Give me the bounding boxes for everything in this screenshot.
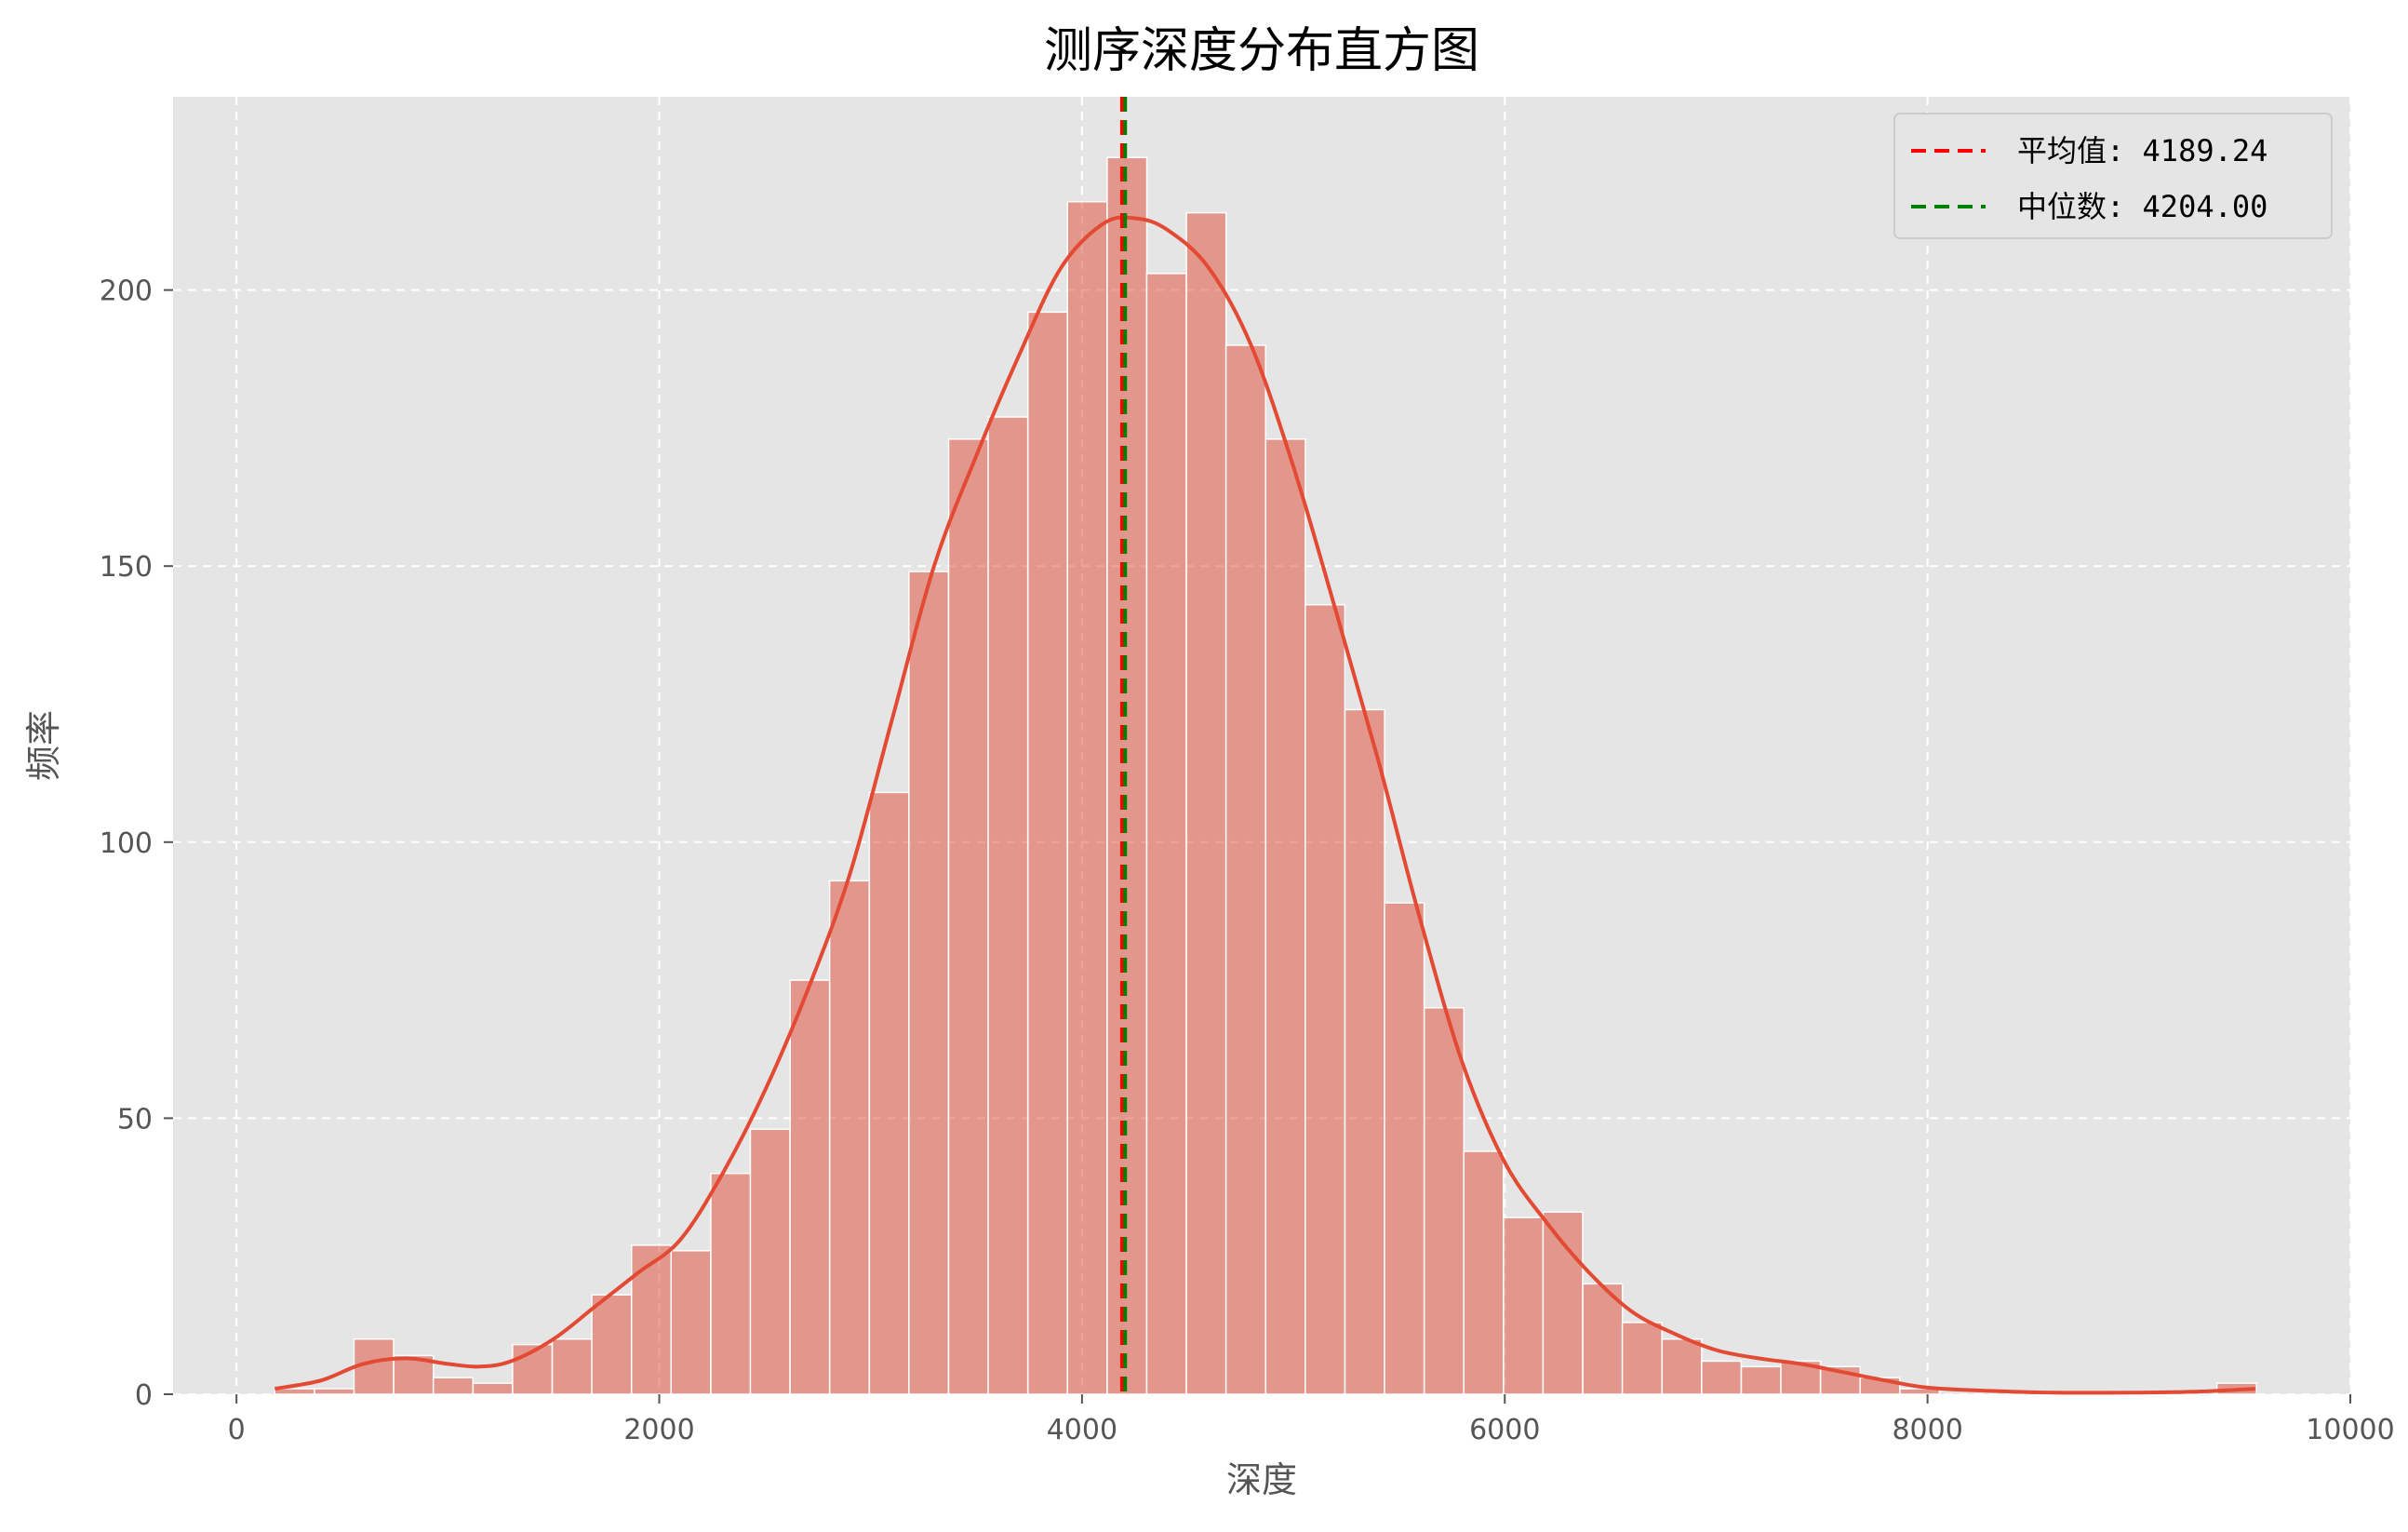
histogram-bar-25 — [1264, 438, 1306, 1395]
histogram-bar-32 — [1542, 1211, 1584, 1395]
histogram-bar-24 — [1224, 344, 1266, 1395]
histogram-bar-37 — [1740, 1365, 1782, 1395]
x-tick-label-2: 4000 — [1047, 1414, 1117, 1446]
x-tick-label-5: 10000 — [2306, 1414, 2394, 1446]
x-axis-title: 深度 — [1226, 1459, 1297, 1500]
x-tick-label-0: 0 — [228, 1414, 246, 1446]
reference-lines — [1119, 97, 1128, 1394]
histogram-bar-5 — [472, 1382, 514, 1395]
legend-label-mean: 平均值: 4189.24 — [2017, 133, 2268, 168]
histogram-bar-17 — [947, 438, 989, 1395]
histogram-bar-28 — [1384, 902, 1425, 1395]
histogram-bar-29 — [1423, 1007, 1465, 1395]
histogram-bar-16 — [908, 571, 950, 1395]
chart-title: 测序深度分布直方图 — [1044, 23, 1479, 79]
x-tick-label-4: 8000 — [1892, 1414, 1962, 1446]
histogram-bar-2 — [353, 1337, 395, 1395]
histogram-bar-7 — [551, 1337, 593, 1395]
histogram-bar-9 — [631, 1244, 673, 1395]
y-tick-label-2: 100 — [100, 827, 153, 860]
histogram-bar-18 — [987, 416, 1029, 1395]
kde-curve — [274, 215, 2255, 1395]
histogram-bar-8 — [591, 1294, 633, 1395]
histogram-bars — [274, 156, 2257, 1395]
legend-label-median: 中位数: 4204.00 — [2017, 189, 2268, 224]
x-tick-label-3: 6000 — [1469, 1414, 1540, 1446]
y-tick-label-3: 150 — [100, 551, 153, 584]
histogram-bar-34 — [1621, 1322, 1663, 1395]
histogram-bar-13 — [789, 979, 831, 1395]
y-tick-label-1: 50 — [117, 1103, 153, 1136]
histogram-bar-1 — [314, 1388, 355, 1395]
histogram-bar-31 — [1503, 1216, 1545, 1395]
histogram-bar-23 — [1185, 211, 1227, 1395]
x-tick-label-1: 2000 — [623, 1414, 694, 1446]
histogram-bar-15 — [868, 791, 910, 1395]
histogram-bar-35 — [1661, 1337, 1703, 1395]
y-axis-title: 频率 — [23, 710, 64, 781]
histogram-bar-26 — [1304, 603, 1346, 1395]
legend-box — [1893, 113, 2333, 239]
histogram-bar-30 — [1463, 1150, 1505, 1395]
histogram-bar-36 — [1701, 1360, 1743, 1395]
histogram-bar-27 — [1344, 708, 1385, 1395]
histogram-bar-20 — [1066, 200, 1108, 1395]
histogram-bar-14 — [828, 880, 870, 1395]
y-tick-label-0: 0 — [135, 1379, 153, 1412]
histogram-bar-12 — [749, 1128, 791, 1395]
legend: 平均值: 4189.24 中位数: 4204.00 — [1893, 113, 2333, 239]
histogram-bar-11 — [710, 1172, 752, 1395]
y-axis-ticks: 0 50 100 150 200 — [100, 275, 173, 1412]
histogram-bar-4 — [432, 1377, 475, 1395]
x-axis-ticks: 0 2000 4000 6000 8000 10000 — [228, 1394, 2395, 1446]
y-tick-label-4: 200 — [100, 275, 153, 308]
histogram-bar-41 — [1899, 1388, 1941, 1395]
histogram-bar-10 — [670, 1250, 712, 1395]
kde-curve-layer — [274, 215, 2255, 1395]
histogram-bar-19 — [1026, 311, 1069, 1395]
histogram-bar-22 — [1145, 273, 1187, 1395]
